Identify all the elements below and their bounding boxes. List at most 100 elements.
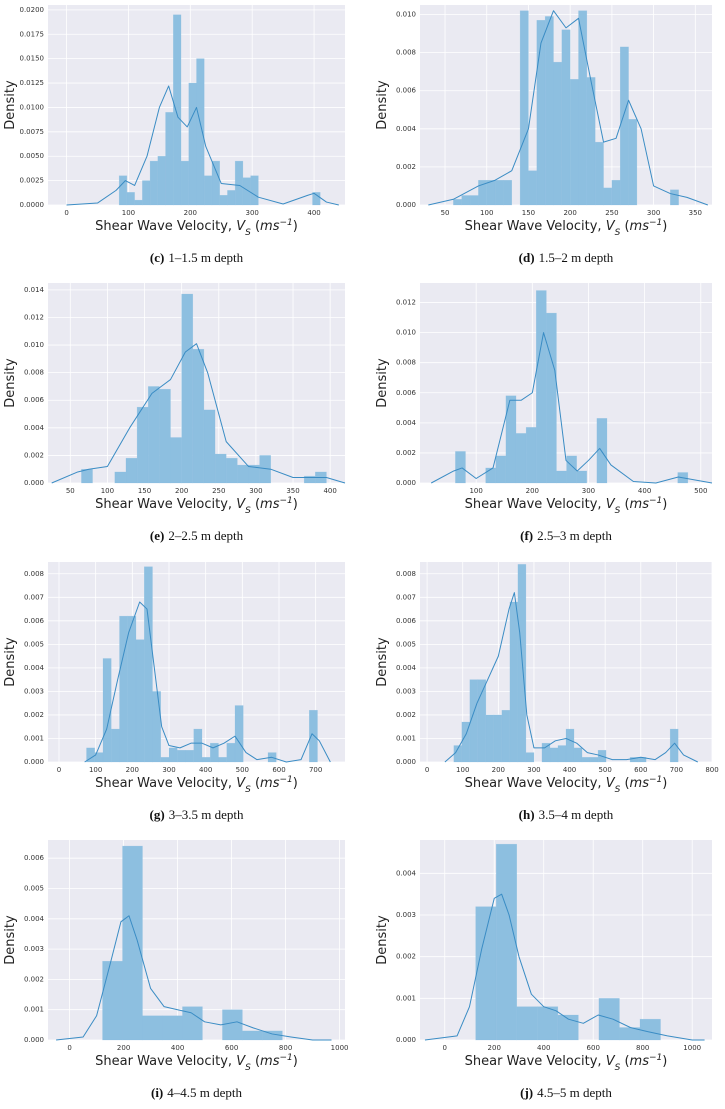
y-tick-label: 0.000 [396,758,416,766]
histogram-bar [557,1014,579,1041]
x-axis-label: Shear Wave Velocity, VS (ms−1) [465,218,668,238]
histogram-bar [162,1015,183,1041]
histogram-bar [222,1009,243,1041]
x-axis-label-part: ) [662,776,667,791]
histogram-bar [576,470,588,484]
x-tick-label: 200 [526,487,539,495]
x-tick-label: 400 [171,1044,184,1052]
x-axis-label-part: ) [293,497,298,512]
histogram-bar [126,192,135,206]
x-axis-label-part: ms [260,776,280,791]
y-tick-label: 0.0075 [20,128,45,136]
caption-label: (g) [150,807,165,822]
x-axis-label-part: V [606,776,616,791]
y-tick-label: 0.000 [396,1036,416,1044]
histogram-bar [541,742,551,763]
histogram-bar [193,728,203,763]
x-tick-label: 0 [64,209,68,217]
histogram-bar [118,175,128,206]
x-axis-label-part: Shear Wave Velocity, [95,497,236,512]
histogram-bar [149,160,159,206]
x-axis-label-part: Shear Wave Velocity, [95,776,236,791]
histogram-bar [119,615,128,763]
x-tick-label: 200 [184,209,197,217]
x-axis-label: Shear Wave Velocity, VS (ms−1) [465,1053,668,1073]
x-tick-label: 100 [89,766,102,774]
y-tick-label: 0.0000 [20,201,45,209]
histogram-bar [125,457,138,484]
histogram-bar [669,728,679,763]
histogram-bar [135,639,145,763]
x-axis-label-part: ( [620,497,629,512]
kde-line [444,592,698,763]
histogram-bar [250,175,259,206]
x-axis-label-part: ms [260,219,280,234]
x-tick-label: 50 [441,209,450,217]
y-tick-label: 0.004 [396,664,417,672]
caption-label: (j) [520,1085,533,1100]
x-axis-label-part: ( [251,1054,260,1069]
x-axis-label-part: ms [630,1054,650,1069]
histogram-bar [566,455,577,484]
histogram-bar [242,1030,263,1041]
x-axis-label-part: Shear Wave Velocity, [95,219,236,234]
kde-line [51,343,346,484]
histogram-bar [485,467,497,484]
y-tick-label: 0.014 [24,286,45,294]
y-tick-label: 0.012 [24,313,44,321]
y-axis-label: Density [3,915,18,965]
x-tick-label: 1000 [331,1044,349,1052]
subplot: 0.000 0.002 0.004 0.006 0.008 0.010 0.012 0.014… [3,283,346,543]
histogram-bar [670,189,679,206]
caption-text: 4.5–5 m depth [537,1085,612,1100]
histogram-bar [557,745,567,763]
caption: (i) 4–4.5 m depth [151,1085,243,1100]
y-tick-label: 0.010 [396,11,416,19]
y-axis-label: Density [3,358,18,408]
histogram-bar [111,728,120,763]
y-tick-label: 0.002 [396,449,416,457]
x-tick-label: 100 [469,487,482,495]
histogram-bar [160,757,170,763]
caption: (g) 3–3.5 m depth [150,807,244,822]
x-tick-label: 1000 [683,1044,701,1052]
subplot: 0.000 0.001 0.002 0.003 0.004 0.005 0.006 0 200 4… [3,840,349,1100]
y-tick-label: 0.0025 [20,177,45,185]
histogram-bar [495,455,507,484]
histogram-bar [639,1018,661,1041]
y-axis-label: Density [3,637,18,687]
histogram-bar [122,845,143,1041]
caption-label: (i) [151,1085,163,1100]
histogram-bar [170,437,182,484]
y-tick-label: 0.000 [396,201,416,209]
x-tick-label: 600 [634,766,647,774]
y-tick-label: 0.004 [24,424,45,432]
x-tick-label: 250 [212,487,225,495]
x-tick-label: 400 [537,1044,550,1052]
histogram-bar [168,747,178,763]
histogram-bar [214,453,227,484]
y-tick-label: 0.002 [396,711,416,719]
x-axis-label-part: ( [251,497,260,512]
histogram-bar [182,1006,203,1041]
histogram-bar [535,290,547,484]
x-axis-label-part: V [606,1054,616,1069]
x-axis-label-part: S [245,1063,251,1073]
histogram-bar [210,742,219,763]
histogram-bar [525,427,537,484]
caption: (j) 4.5–5 m depth [520,1085,612,1100]
histogram-bar [546,312,557,484]
x-axis-label-part: Shear Wave Velocity, [95,1054,236,1069]
x-axis-label-part: ms [630,219,650,234]
x-axis-label: Shear Wave Velocity, VS (ms−1) [465,775,668,795]
x-axis-label-part: ) [293,776,298,791]
histogram-bar [134,199,143,206]
y-tick-label: 0.0050 [20,152,45,160]
y-tick-label: 0.002 [24,451,44,459]
x-axis-label: Shear Wave Velocity, VS (ms−1) [95,496,298,516]
y-tick-label: 0.001 [24,1006,44,1014]
y-tick-label: 0.007 [24,593,44,601]
histogram-bar [516,1006,538,1041]
x-tick-label: 300 [647,209,660,217]
